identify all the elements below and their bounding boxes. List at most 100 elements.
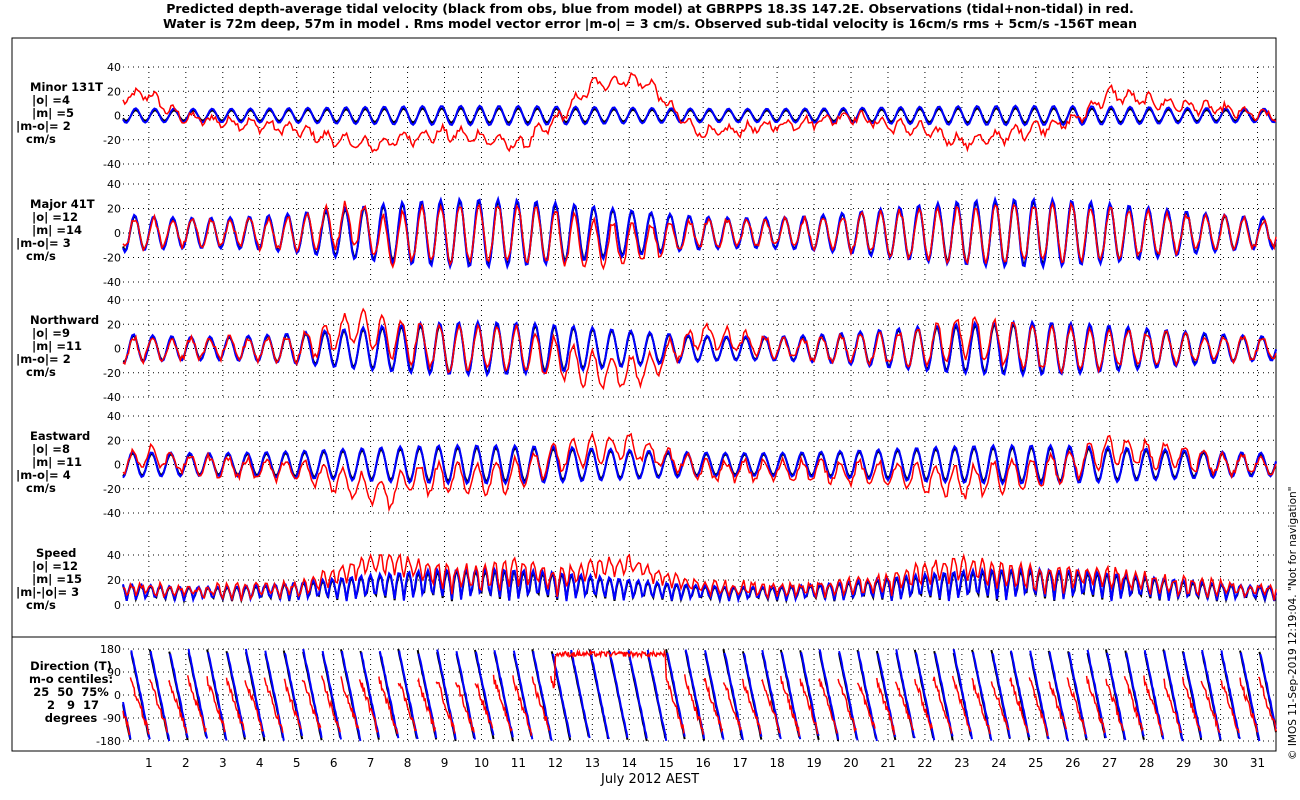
series-observations-line (122, 431, 1277, 513)
x-tick-label: 29 (1176, 756, 1191, 770)
panel-label-line: Minor 131T (30, 80, 103, 94)
panel-label-line: m-o centiles: (28, 672, 114, 686)
panel-label-line: 2 9 17 (42, 698, 100, 712)
y-tick-label: 40 (107, 178, 121, 191)
x-tick-label: 1 (145, 756, 153, 770)
y-tick-label: 20 (107, 318, 121, 331)
x-tick-label: 2 (182, 756, 190, 770)
panel-direction: -180 -90 0 90 180 (96, 643, 1277, 748)
x-tick-label: 21 (880, 756, 895, 770)
panel-label-line: cm/s (26, 365, 56, 379)
x-tick-label: 26 (1065, 756, 1080, 770)
panel-label-line: |m| =11 (32, 455, 83, 469)
x-tick-label: 3 (219, 756, 227, 770)
series-observations-line (122, 307, 1277, 391)
y-tick-labels: 0 20 40 (107, 549, 121, 612)
panel-label-line: |m| =5 (32, 106, 75, 120)
x-tick-label: 17 (733, 756, 748, 770)
panel-label-line: |o| =4 (32, 93, 70, 107)
credit-text: © IMOS 11-Sep-2019 12:19:04. "Not for na… (1287, 486, 1299, 760)
x-tick-label: 14 (622, 756, 637, 770)
panel-label-line: |m|-|o|= 3 (16, 585, 80, 599)
x-tick-label: 6 (330, 756, 338, 770)
x-tick-label: 15 (659, 756, 674, 770)
y-tick-label: 20 (107, 574, 121, 587)
series-observations-line (122, 552, 1277, 602)
x-tick-label: 20 (843, 756, 858, 770)
panel-label-line: |o| =8 (32, 442, 70, 456)
x-tick-label: 27 (1102, 756, 1117, 770)
series-model-line (122, 195, 1277, 271)
panel-label-line: |m-o|= 2 (16, 352, 71, 366)
x-tick-label: 5 (293, 756, 301, 770)
x-tick-label: 16 (696, 756, 711, 770)
y-tick-labels: -40 -20 0 20 40 (103, 178, 121, 289)
y-tick-labels: -40 -20 0 20 40 (103, 294, 121, 404)
y-tick-label: 20 (107, 434, 121, 447)
y-tick-label: -40 (103, 276, 121, 289)
x-tick-label: 13 (585, 756, 600, 770)
panel-northward: -40 -20 0 20 40 (103, 294, 1277, 404)
panel-label-line: Direction (T) (30, 659, 112, 673)
series-observations-line (122, 648, 1277, 737)
series-model-line (122, 443, 1277, 486)
y-tick-label: 40 (107, 549, 121, 562)
panel-label-northward: Northward |o| =9 |m| =11 |m-o|= 2 cm/s (16, 314, 99, 379)
y-tick-label: 0 (114, 689, 121, 702)
x-tick-label: 12 (548, 756, 563, 770)
x-tick-label: 8 (404, 756, 412, 770)
title-line-1: Predicted depth-average tidal velocity (… (166, 1, 1134, 16)
x-tick-label: 24 (991, 756, 1006, 770)
x-tick-label: 19 (806, 756, 821, 770)
y-tick-label: 40 (107, 410, 121, 423)
series-observations-line (122, 200, 1277, 271)
panel-label-eastward: Eastward |o| =8 |m| =11 |m-o|= 4 cm/s (16, 430, 90, 495)
y-tick-label: 0 (114, 459, 121, 472)
panel-eastward: -40 -20 0 20 40 (103, 410, 1277, 520)
y-tick-label: -40 (103, 507, 121, 520)
series-model-line (122, 565, 1277, 604)
x-axis-label: July 2012 AEST (600, 772, 700, 787)
x-tick-label: 28 (1139, 756, 1154, 770)
panel-label-line: 25 50 75% (33, 685, 109, 699)
panel-label-line: |o| =9 (32, 326, 70, 340)
panel-label-line: cm/s (26, 481, 56, 495)
y-tick-label: 0 (114, 110, 121, 123)
grid (123, 183, 1276, 283)
panel-label-line: |m| =14 (32, 223, 83, 237)
panel-label-line: |m-o|= 2 (16, 119, 71, 133)
x-tick-label: 9 (441, 756, 449, 770)
panel-label-line: Speed (36, 546, 77, 560)
y-tick-label: -40 (103, 391, 121, 404)
panel-label-line: |m| =15 (32, 572, 83, 586)
series-observations-line (122, 71, 1277, 154)
y-tick-label: -40 (103, 158, 121, 171)
panel-label-line: |m| =11 (32, 339, 83, 353)
y-tick-label: 0 (114, 227, 121, 240)
panel-label-speed: Speed |o| =12 |m| =15 |m|-|o|= 3 cm/s (16, 547, 82, 612)
y-tick-label: -20 (103, 252, 121, 265)
panel-label-line: |o| =12 (32, 559, 78, 573)
x-tick-label: 30 (1213, 756, 1228, 770)
y-tick-label: 90 (107, 666, 121, 679)
y-tick-label: -20 (103, 367, 121, 380)
y-tick-labels: -180 -90 0 90 180 (96, 643, 121, 748)
panel-label-line: Eastward (30, 429, 91, 443)
panel-label-line: cm/s (26, 132, 56, 146)
panel-label-line: |m-o|= 3 (16, 236, 71, 250)
y-tick-label: 20 (107, 203, 121, 216)
x-tick-label: 18 (769, 756, 784, 770)
outer-frame (11, 37, 1277, 752)
series-model-line (122, 104, 1277, 127)
x-tick-label: 23 (954, 756, 969, 770)
panel-major: -40 -20 0 20 40 (103, 178, 1277, 289)
x-tick-label: 31 (1250, 756, 1265, 770)
y-tick-labels: -40 -20 0 20 40 (103, 410, 121, 520)
x-tick-labels: 1 2 3 4 5 6 7 8 9 10 11 12 13 14 15 16 17 18 19 20 21 22 23 24 2… (145, 756, 1265, 770)
grid (123, 299, 1276, 398)
y-tick-label: -20 (103, 483, 121, 496)
grid (123, 648, 1276, 742)
x-tick-label: 25 (1028, 756, 1043, 770)
panel-label-major: Major 41T |o| =12 |m| =14 |m-o|= 3 cm/s (16, 198, 95, 263)
